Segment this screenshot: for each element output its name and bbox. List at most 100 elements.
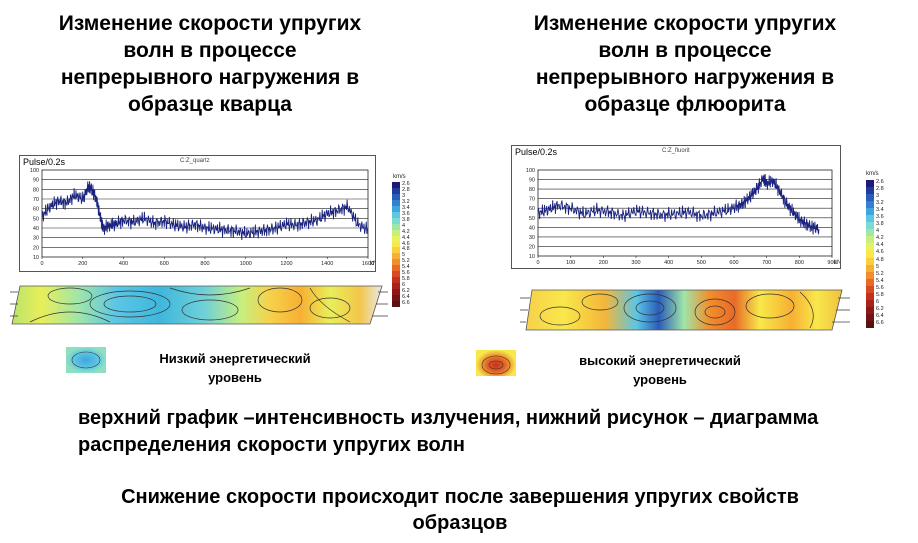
quartz-plot-area <box>41 169 369 258</box>
fluorite-y-tick-label: 50 <box>529 216 535 222</box>
quartz-y-tick-label: 20 <box>33 245 39 251</box>
colorbar-tick-label: 6.4 <box>402 294 410 301</box>
quartz-x-tick-label: 200 <box>78 261 87 267</box>
colorbar-tick-label: 3.2 <box>876 200 884 207</box>
fluorite-chart-svg: 10 20 30 40 50 60 70 80 90 100 0 100 200 300 400 500 600… <box>526 168 840 266</box>
fluorite-y-tick-label: 20 <box>529 244 535 250</box>
quartz-y-tick-label: 10 <box>33 255 39 261</box>
colorbar-tick-label: 4.2 <box>402 228 410 235</box>
colorbar-swatch <box>392 247 400 254</box>
fluorite-x-tick-label: 800 <box>795 260 804 266</box>
fluorite-y-tick-label: 40 <box>529 225 535 231</box>
quartz-emission-chart: Pulse/0.2s C:Z_quartz 10 20 30 40 50 60 70 80 90… <box>19 155 376 272</box>
colorbar-swatch <box>866 222 874 230</box>
quartz-x-tick-label: 0 <box>40 261 43 267</box>
colorbar-swatch <box>866 250 874 259</box>
quartz-x-tick-label: 600 <box>160 261 169 267</box>
colorbar-tick-label: 3 <box>402 192 406 199</box>
fluorite-velocity-map <box>520 289 850 331</box>
right-colorbar <box>866 180 874 329</box>
colorbar-tick-label: 6.2 <box>876 305 884 312</box>
fluorite-x-tick-label: 100 <box>566 260 575 266</box>
colorbar-swatch <box>392 271 400 278</box>
quartz-y-tick-label: 90 <box>33 178 39 184</box>
quartz-y-tick-label: 80 <box>33 187 39 193</box>
colorbar-tick-label: 3.2 <box>402 198 410 205</box>
low-energy-swatch <box>66 347 106 373</box>
fluorite-y-tick-label: 10 <box>529 254 535 260</box>
right-colorbar-unit: km/s <box>866 171 879 177</box>
colorbar-swatch <box>866 257 874 266</box>
colorbar-tick-label: 4.8 <box>402 246 410 253</box>
colorbar-swatch <box>392 187 400 195</box>
colorbar-swatch <box>866 292 874 301</box>
colorbar-tick-label: 3.8 <box>402 216 410 223</box>
quartz-x-tick-label: 1000 <box>240 261 252 267</box>
figure-note: верхний график –интенсивность излучения,… <box>78 407 819 456</box>
colorbar-swatch <box>392 229 400 237</box>
colorbar-swatch <box>866 299 874 308</box>
colorbar-tick-label: 4.6 <box>402 240 410 247</box>
colorbar-swatch <box>392 205 400 213</box>
colorbar-swatch <box>866 236 874 244</box>
colorbar-swatch <box>866 313 874 322</box>
colorbar-tick-label: 5 <box>402 252 406 259</box>
quartz-y-tick-label: 100 <box>30 168 39 174</box>
colorbar-tick-label: 5 <box>876 263 880 270</box>
fluorite-x-tick-label: 300 <box>631 260 640 266</box>
colorbar-swatch <box>392 289 400 296</box>
fluorite-y-tick-label: 100 <box>526 168 535 174</box>
colorbar-tick-label: 5.2 <box>876 270 884 277</box>
right-colorbar-labels: 2.6 2.8 3 3.2 3.4 3.6 3.8 4 4.2 4.4 4.6 4.8 5 5.2 5.4 5… <box>876 179 890 328</box>
high-energy-swatch <box>476 350 516 376</box>
left-colorbar-labels: 2.6 2.8 3 3.2 3.4 3.6 3.8 4 4.2 4.4 4.6 4.8 5 5.2 5.4 5… <box>402 181 416 307</box>
colorbar-tick-label: 6.6 <box>402 300 410 307</box>
colorbar-swatch <box>392 199 400 207</box>
colorbar-swatch <box>866 285 874 294</box>
colorbar-tick-label: 4 <box>402 222 406 229</box>
colorbar-swatch <box>866 215 874 223</box>
colorbar-swatch <box>392 283 400 290</box>
colorbar-tick-label: 2.6 <box>876 179 884 185</box>
fluorite-x-tick-label: 200 <box>599 260 608 266</box>
fluorite-y-tick-label: 70 <box>529 197 535 203</box>
colorbar-swatch <box>866 187 874 195</box>
quartz-y-tick-label: 40 <box>33 226 39 232</box>
colorbar-tick-label: 5.6 <box>876 284 884 291</box>
quartz-x-tick-label: 400 <box>119 261 128 267</box>
quartz-x-tick-label: 800 <box>200 261 209 267</box>
colorbar-tick-label: 3.4 <box>402 204 410 211</box>
fluorite-series-line-0 <box>537 173 820 236</box>
colorbar-tick-label: 4.6 <box>876 249 884 256</box>
colorbar-tick-label: 4.4 <box>876 242 884 249</box>
colorbar-swatch <box>392 235 400 242</box>
colorbar-swatch <box>866 180 874 188</box>
fluorite-y-tick-label: 30 <box>529 235 535 241</box>
colorbar-tick-label: 4.4 <box>402 234 410 241</box>
colorbar-tick-label: 2.8 <box>402 186 410 193</box>
colorbar-tick-label: 6 <box>402 282 406 289</box>
quartz-y-tick-label: 70 <box>33 197 39 203</box>
colorbar-tick-label: 3.6 <box>876 214 884 221</box>
colorbar-swatch <box>866 271 874 280</box>
colorbar-swatch <box>866 320 874 329</box>
conclusion-text: Снижение скорости происходит после завер… <box>121 486 799 534</box>
colorbar-tick-label: 6.4 <box>876 312 884 319</box>
fluorite-y-tick-label: 60 <box>529 206 535 212</box>
quartz-x-axis-label: kN <box>370 261 375 267</box>
colorbar-swatch <box>392 295 400 302</box>
colorbar-tick-label: 5.8 <box>876 291 884 298</box>
colorbar-swatch <box>392 277 400 284</box>
colorbar-tick-label: 5.6 <box>402 270 410 277</box>
fluorite-x-tick-label: 500 <box>697 260 706 266</box>
colorbar-tick-label: 5.2 <box>402 258 410 265</box>
fluorite-x-tick-label: 700 <box>762 260 771 266</box>
colorbar-tick-label: 4.2 <box>876 235 884 242</box>
colorbar-tick-label: 5.4 <box>402 264 410 271</box>
fluorite-plot-label: Pulse/0.2s <box>515 147 558 157</box>
right-title: Изменение скорости упругих волн в процес… <box>533 12 837 116</box>
left-colorbar <box>392 182 400 308</box>
colorbar-swatch <box>392 253 400 260</box>
colorbar-tick-label: 4 <box>876 228 880 235</box>
fluorite-emission-chart: Pulse/0.2s C:Z_fluorit 10 20 30 40 50 60 70 80 9… <box>511 145 841 269</box>
